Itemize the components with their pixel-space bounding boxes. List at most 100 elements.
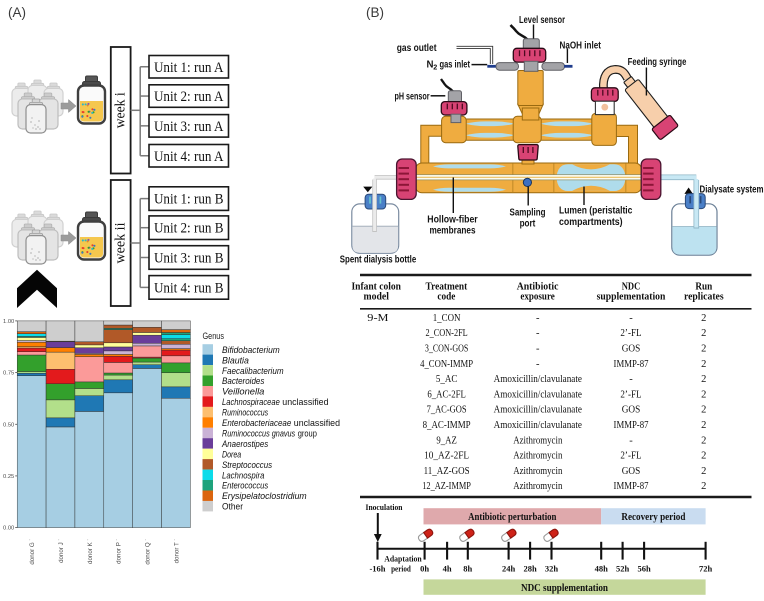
svg-text:Lumen (peristaltic: Lumen (peristaltic	[559, 206, 633, 217]
svg-text:NDC supplementation: NDC supplementation	[521, 583, 608, 594]
svg-text:2: 2	[701, 420, 706, 431]
svg-text:Treatment: Treatment	[426, 282, 468, 293]
svg-text:Azithromycin: Azithromycin	[513, 451, 563, 462]
svg-text:3_CON-GOS: 3_CON-GOS	[425, 344, 469, 355]
svg-text:-: -	[536, 328, 540, 339]
svg-text:group: group	[298, 429, 317, 440]
svg-text:gas inlet: gas inlet	[440, 60, 471, 71]
svg-text:0.00: 0.00	[3, 526, 14, 532]
svg-text:NaOH inlet: NaOH inlet	[560, 41, 602, 52]
svg-text:donor P ˙: donor P ˙	[116, 539, 123, 564]
svg-text:Unit 3: run A: Unit 3: run A	[154, 119, 224, 135]
svg-text:week ii: week ii	[112, 223, 128, 264]
svg-text:2: 2	[701, 481, 706, 492]
svg-text:-: -	[629, 435, 633, 446]
svg-text:(A): (A)	[8, 5, 26, 20]
svg-text:2: 2	[701, 313, 706, 324]
svg-text:Dialysate system: Dialysate system	[700, 184, 764, 195]
svg-text:Sampling: Sampling	[510, 207, 546, 218]
svg-text:2: 2	[701, 359, 706, 370]
svg-text:week i: week i	[112, 92, 128, 128]
svg-text:Amoxicillin/clavulanate: Amoxicillin/clavulanate	[494, 405, 583, 416]
svg-text:1.00: 1.00	[3, 319, 14, 325]
svg-text:Enterobacteriaceae: Enterobacteriaceae	[222, 418, 291, 429]
svg-text:2: 2	[701, 451, 706, 462]
svg-text:Spent dialysis bottle: Spent dialysis bottle	[340, 254, 417, 265]
svg-text:-: -	[629, 374, 633, 385]
svg-text:donor G ˙: donor G ˙	[29, 539, 36, 565]
svg-text:donor K ˙: donor K ˙	[87, 539, 94, 564]
svg-text:IMMP-87: IMMP-87	[614, 481, 649, 492]
svg-text:32h: 32h	[545, 564, 559, 574]
svg-text:2_CON-2FL: 2_CON-2FL	[425, 328, 467, 339]
svg-text:Amoxicillin/clavulanate: Amoxicillin/clavulanate	[494, 374, 583, 385]
svg-text:-: -	[536, 359, 540, 370]
svg-text:Level sensor: Level sensor	[519, 15, 565, 26]
svg-text:Antibiotic: Antibiotic	[517, 282, 559, 293]
svg-text:-: -	[536, 313, 540, 324]
svg-text:Azithromycin: Azithromycin	[513, 435, 563, 446]
svg-text:Veillonella: Veillonella	[222, 387, 264, 398]
svg-text:Inoculation: Inoculation	[366, 502, 403, 512]
svg-text:Unit 4: run B: Unit 4: run B	[154, 280, 224, 296]
svg-text:52h: 52h	[616, 564, 630, 574]
svg-text:Other: Other	[222, 502, 243, 513]
svg-text:replicates: replicates	[684, 291, 724, 302]
svg-text:0.75: 0.75	[3, 371, 14, 377]
svg-text:Enterococcus: Enterococcus	[222, 481, 268, 492]
svg-text:2: 2	[701, 389, 706, 400]
svg-text:1_CON: 1_CON	[433, 313, 461, 324]
svg-text:pH sensor: pH sensor	[395, 91, 430, 102]
svg-text:Blautia: Blautia	[222, 355, 249, 366]
svg-text:IMMP-87: IMMP-87	[614, 420, 649, 431]
svg-text:Bifidobacterium: Bifidobacterium	[222, 345, 280, 356]
svg-text:donor T ˙: donor T ˙	[173, 539, 180, 564]
svg-text:port: port	[520, 218, 536, 229]
svg-text:2: 2	[701, 344, 706, 355]
svg-text:Amoxicillin/clavulanate: Amoxicillin/clavulanate	[494, 420, 583, 431]
svg-text:2: 2	[701, 466, 706, 477]
svg-text:-16h: -16h	[369, 564, 385, 574]
svg-text:2’-FL: 2’-FL	[620, 328, 641, 339]
svg-text:56h: 56h	[637, 564, 651, 574]
svg-text:28h: 28h	[523, 564, 537, 574]
svg-text:Unit 2: run B: Unit 2: run B	[154, 221, 224, 237]
svg-text:8_AC-IMMP: 8_AC-IMMP	[423, 420, 471, 431]
svg-text:period: period	[391, 564, 411, 574]
svg-text:Unit 4: run A: Unit 4: run A	[154, 149, 224, 165]
svg-text:0.50: 0.50	[3, 422, 14, 428]
svg-text:gas outlet: gas outlet	[397, 43, 437, 54]
svg-text:GOS: GOS	[622, 466, 641, 477]
svg-text:2: 2	[701, 374, 706, 385]
svg-text:GOS: GOS	[622, 405, 641, 416]
svg-text:Erysipelatoclostridium: Erysipelatoclostridium	[222, 491, 307, 502]
svg-text:membranes: membranes	[429, 225, 475, 236]
svg-text:4_CON-IMMP: 4_CON-IMMP	[420, 359, 473, 370]
svg-text:model: model	[364, 291, 389, 302]
svg-text:compartments): compartments)	[559, 217, 623, 228]
svg-text:NDC: NDC	[622, 282, 641, 293]
svg-text:11_AZ-GOS: 11_AZ-GOS	[424, 466, 470, 477]
svg-text:48h: 48h	[595, 564, 609, 574]
svg-text:Ruminococcus: Ruminococcus	[222, 408, 268, 419]
svg-text:Unit 1: run B: Unit 1: run B	[154, 192, 224, 208]
svg-text:Run: Run	[695, 282, 712, 293]
svg-text:Unit 2: run A: Unit 2: run A	[154, 89, 224, 105]
svg-text:code: code	[437, 291, 455, 302]
svg-text:6_AC-2FL: 6_AC-2FL	[427, 389, 466, 400]
svg-text:IMMP-87: IMMP-87	[614, 359, 649, 370]
svg-text:N: N	[427, 60, 434, 71]
svg-text:2: 2	[701, 405, 706, 416]
svg-text:0.25: 0.25	[3, 474, 14, 480]
svg-text:donor J ˙: donor J ˙	[58, 539, 65, 563]
svg-text:Anaerostipes: Anaerostipes	[221, 439, 268, 450]
svg-text:24h: 24h	[502, 564, 516, 574]
svg-text:exposure: exposure	[520, 291, 555, 302]
svg-text:2: 2	[433, 62, 437, 71]
svg-text:-: -	[629, 313, 633, 324]
svg-text:5_AC: 5_AC	[436, 374, 458, 385]
svg-text:unclassified: unclassified	[294, 418, 340, 429]
svg-text:Azithromycin: Azithromycin	[513, 466, 563, 477]
svg-text:Bacteroides: Bacteroides	[222, 376, 265, 387]
svg-text:Infant colon: Infant colon	[351, 282, 401, 293]
